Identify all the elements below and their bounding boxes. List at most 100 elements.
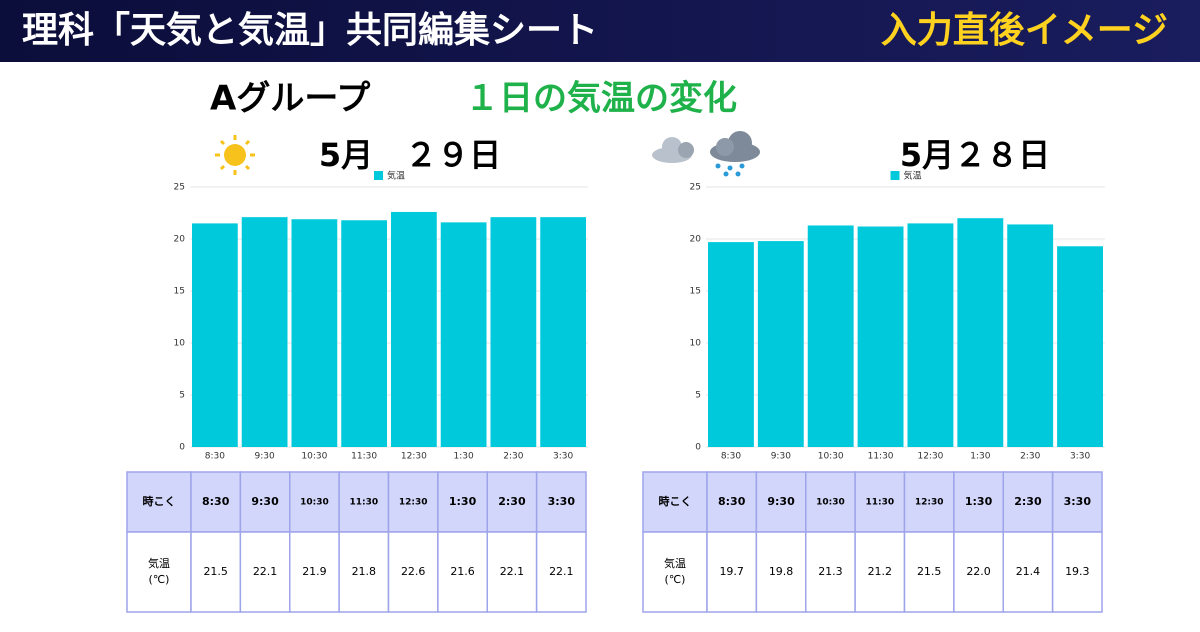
table-value: 22.1	[549, 565, 574, 578]
table-header-text: 11:30	[865, 498, 894, 508]
table-header-text: 8:30	[202, 495, 230, 508]
bar	[907, 223, 954, 447]
table-value: 21.2	[868, 565, 893, 578]
y-tick-label: 0	[695, 443, 701, 453]
table-header-cell	[706, 471, 758, 533]
rain-icon	[710, 131, 760, 177]
table-value: 19.7	[719, 565, 744, 578]
legend-label: 気温	[387, 170, 405, 182]
table-cell	[854, 531, 906, 613]
table-cell	[1051, 531, 1103, 613]
table-value: 21.6	[450, 565, 475, 578]
table-header-cell	[387, 471, 439, 533]
x-tick-label: 3:30	[1070, 452, 1090, 462]
table-value: 21.5	[917, 565, 942, 578]
x-tick-label: 1:30	[970, 452, 990, 462]
row-label: 気温	[664, 556, 686, 570]
y-tick-label: 5	[179, 391, 185, 401]
bar	[707, 242, 754, 447]
group-label: Aグループ	[210, 79, 370, 119]
bar	[807, 225, 854, 447]
table-header-cell	[854, 471, 906, 533]
subtitle: １日の気温の変化	[465, 79, 737, 119]
table-header-cell	[535, 471, 587, 533]
table-header-text: 1:30	[965, 495, 993, 508]
table-value: 21.9	[302, 565, 327, 578]
bar	[857, 226, 904, 447]
table-header-text: 12:30	[915, 498, 944, 508]
header-bar	[0, 0, 1200, 62]
x-tick-label: 1:30	[454, 452, 474, 462]
row-label: 気温	[148, 556, 170, 570]
table-value: 21.8	[352, 565, 377, 578]
bar	[1007, 224, 1054, 447]
chart-title: 5月 ２９日	[319, 136, 501, 174]
bar	[341, 220, 388, 447]
table-header-text: 9:30	[251, 495, 279, 508]
y-tick-label: 5	[695, 391, 701, 401]
bar	[440, 222, 487, 447]
table-value: 22.0	[966, 565, 991, 578]
legend-label: 気温	[904, 170, 922, 182]
table-header-text: 10:30	[300, 498, 329, 508]
bar	[540, 217, 587, 447]
header-badge: 入力直後イメージ	[881, 10, 1168, 51]
table-cell	[535, 531, 587, 613]
x-tick-label: 10:30	[818, 452, 844, 462]
y-tick-label: 25	[174, 183, 185, 193]
sun-icon	[215, 135, 255, 175]
y-tick-label: 15	[174, 287, 185, 297]
table-value: 22.1	[500, 565, 525, 578]
bar	[241, 217, 288, 447]
table-cell	[387, 531, 439, 613]
table-cell	[338, 531, 390, 613]
table-cell	[953, 531, 1004, 613]
table-value: 19.3	[1065, 565, 1090, 578]
bar	[490, 217, 537, 447]
table-header-cell	[1051, 471, 1103, 533]
y-tick-label: 10	[690, 339, 702, 349]
row-label: (℃)	[665, 573, 686, 586]
x-tick-label: 11:30	[868, 452, 894, 462]
table-cell	[642, 531, 708, 613]
table-value: 21.5	[203, 565, 228, 578]
table-value: 22.6	[401, 565, 426, 578]
table-header-text: 3:30	[548, 495, 576, 508]
table-header-text: 8:30	[718, 495, 746, 508]
legend-swatch	[374, 171, 383, 180]
bar	[390, 211, 437, 447]
x-tick-label: 11:30	[351, 452, 377, 462]
table-header-cell	[755, 471, 807, 533]
table-header-text: 時こく	[659, 494, 692, 508]
table-header-text: 2:30	[1014, 495, 1042, 508]
table-header-text: 時こく	[143, 494, 176, 508]
bar	[957, 218, 1004, 447]
table-header-text: 1:30	[449, 495, 477, 508]
chart-title: 5月２８日	[900, 136, 1050, 174]
x-tick-label: 2:30	[503, 452, 523, 462]
table-cell	[1002, 531, 1054, 613]
y-tick-label: 0	[179, 443, 185, 453]
cloud-icon	[652, 137, 694, 163]
table-value: 21.4	[1016, 565, 1041, 578]
table-value: 22.1	[253, 565, 278, 578]
table-cell	[805, 531, 856, 613]
table-header-cell	[805, 471, 856, 533]
table-cell	[486, 531, 538, 613]
y-tick-label: 20	[690, 235, 702, 245]
table-header-text: 9:30	[767, 495, 795, 508]
table-header-text: 12:30	[399, 498, 428, 508]
table-header-cell	[437, 471, 488, 533]
table-value: 19.8	[769, 565, 794, 578]
x-tick-label: 9:30	[255, 452, 275, 462]
x-tick-label: 3:30	[553, 452, 573, 462]
table-cell	[437, 531, 488, 613]
table-header-text: 2:30	[498, 495, 526, 508]
x-tick-label: 12:30	[917, 452, 943, 462]
y-tick-label: 10	[174, 339, 186, 349]
table-header-text: 11:30	[349, 498, 378, 508]
x-tick-label: 8:30	[721, 452, 741, 462]
x-tick-label: 2:30	[1020, 452, 1040, 462]
